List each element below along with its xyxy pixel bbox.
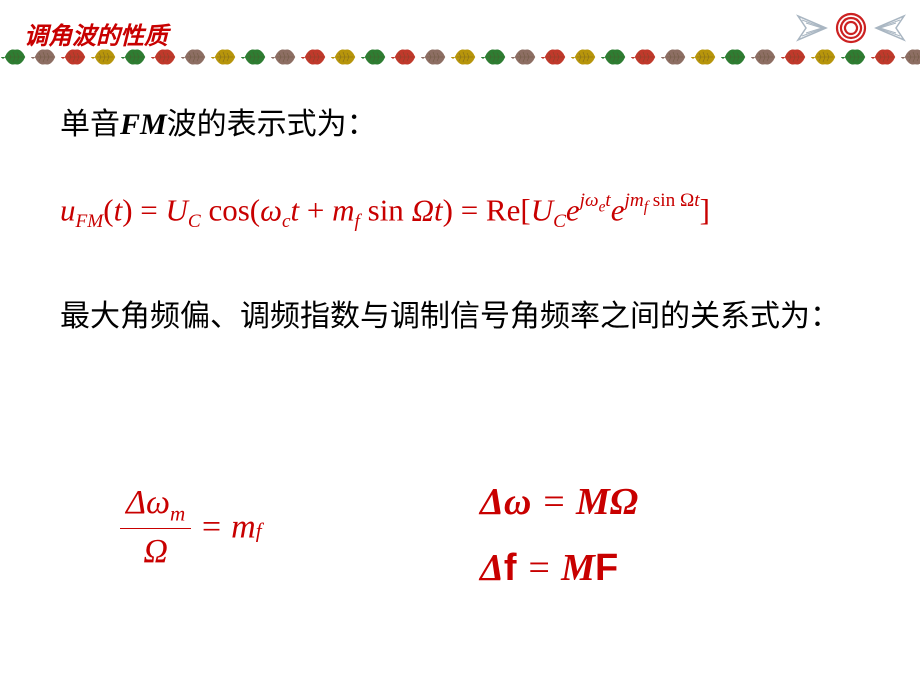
formula-delta-f: Δf = MF	[480, 546, 618, 590]
line2-text: 最大角频偏、调频指数与调制信号角频率之间的关系式为：	[60, 300, 840, 333]
leaf-icon	[811, 46, 839, 68]
leaf-icon	[241, 46, 269, 68]
body-line-1: 单音FM波的表示式为：	[60, 96, 377, 153]
leaf-icon	[271, 46, 299, 68]
leaf-icon	[181, 46, 209, 68]
wing-left-icon	[798, 16, 826, 40]
leaf-icon	[481, 46, 509, 68]
leaf-icon	[121, 46, 149, 68]
leaf-icon	[511, 46, 539, 68]
line1-prefix: 单音	[60, 108, 120, 141]
leaf-icon	[391, 46, 419, 68]
leaf-icon	[631, 46, 659, 68]
leaf-icon	[751, 46, 779, 68]
leaf-icon	[1, 46, 29, 68]
leaf-icon	[301, 46, 329, 68]
leaf-icon	[691, 46, 719, 68]
leaf-icon	[61, 46, 89, 68]
formula-ratio: ΔωmΩ = mf	[120, 484, 262, 571]
leaf-icon	[781, 46, 809, 68]
leaf-icon	[841, 46, 869, 68]
ornament-svg	[796, 8, 906, 48]
spiral-icon	[837, 14, 865, 42]
slide: 调角波的性质 单音FM波的表示式为： uFM(t) = UC cos(ωct +…	[0, 0, 920, 690]
leaf-icon	[541, 46, 569, 68]
leaf-icon	[721, 46, 749, 68]
leaf-icon	[151, 46, 179, 68]
line1-fm: FM	[120, 108, 167, 141]
leaf-icon	[601, 46, 629, 68]
formula-fm-wave: uFM(t) = UC cos(ωct + mf sin Ωt) = Re[UC…	[60, 190, 710, 233]
leaf-divider	[0, 44, 920, 70]
leaf-icon	[91, 46, 119, 68]
leaf-icon	[571, 46, 599, 68]
leaf-icon	[331, 46, 359, 68]
leaf-icon	[661, 46, 689, 68]
body-line-2: 最大角频偏、调频指数与调制信号角频率之间的关系式为：	[60, 288, 860, 345]
leaf-icon	[211, 46, 239, 68]
leaf-icon	[451, 46, 479, 68]
leaf-icon	[31, 46, 59, 68]
leaf-icon	[361, 46, 389, 68]
leaf-icon	[421, 46, 449, 68]
leaf-icon	[871, 46, 899, 68]
wing-right-icon	[876, 16, 904, 40]
line1-suffix: 波的表示式为：	[167, 108, 377, 141]
formula-delta-omega: Δω = MΩ	[480, 480, 638, 524]
leaf-icon	[901, 46, 920, 68]
